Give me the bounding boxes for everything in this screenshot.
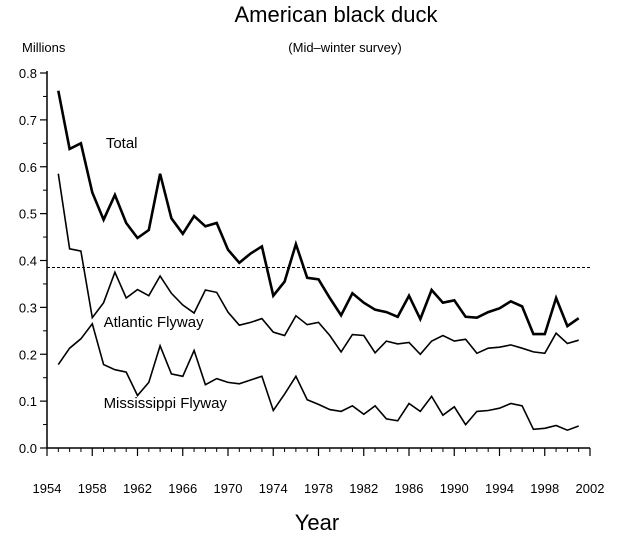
y-tick-label: 0.5 bbox=[19, 207, 37, 222]
y-axis-label: Millions bbox=[22, 40, 66, 55]
chart-subtitle: (Mid–winter survey) bbox=[288, 40, 401, 55]
series-line-total bbox=[57, 90, 580, 336]
chart-title: American black duck bbox=[235, 2, 439, 27]
y-tick-label: 0.8 bbox=[19, 66, 37, 81]
x-axis-label: Year bbox=[295, 510, 339, 535]
series-line-mississippi-flyway bbox=[57, 322, 579, 432]
series-label-atlantic-flyway: Atlantic Flyway bbox=[104, 314, 205, 331]
x-tick-label: 1982 bbox=[349, 481, 378, 496]
y-tick-label: 0.4 bbox=[19, 254, 37, 269]
y-tick-label: 0.0 bbox=[19, 441, 37, 456]
x-tick-label: 1986 bbox=[395, 481, 424, 496]
series-label-total: Total bbox=[106, 135, 138, 152]
series-label-mississippi-flyway: Mississippi Flyway bbox=[104, 395, 228, 412]
x-tick-label: 1990 bbox=[440, 481, 469, 496]
series-line-atlantic-flyway bbox=[57, 173, 579, 356]
x-tick-label: 1974 bbox=[259, 481, 288, 496]
x-tick-label: 2002 bbox=[576, 481, 605, 496]
y-tick-label: 0.1 bbox=[19, 394, 37, 409]
x-tick-label: 1978 bbox=[304, 481, 333, 496]
x-tick-label: 1970 bbox=[214, 481, 243, 496]
x-tick-label: 1954 bbox=[33, 481, 62, 496]
y-tick-label: 0.6 bbox=[19, 160, 37, 175]
x-tick-label: 1994 bbox=[485, 481, 514, 496]
y-tick-label: 0.2 bbox=[19, 347, 37, 362]
plot-area: Total Atlantic Flyway Mississippi Flyway bbox=[47, 90, 590, 432]
y-tick-label: 0.3 bbox=[19, 300, 37, 315]
x-tick-label: 1966 bbox=[168, 481, 197, 496]
x-tick-label: 1998 bbox=[530, 481, 559, 496]
x-tick-label: 1962 bbox=[123, 481, 152, 496]
y-tick-label: 0.7 bbox=[19, 113, 37, 128]
axes: 0.0 0.1 0.2 0.3 0.4 0.5 0.6 0.7 0.8 1954 1958 1962 1… bbox=[19, 66, 605, 496]
x-tick-label: 1958 bbox=[78, 481, 107, 496]
